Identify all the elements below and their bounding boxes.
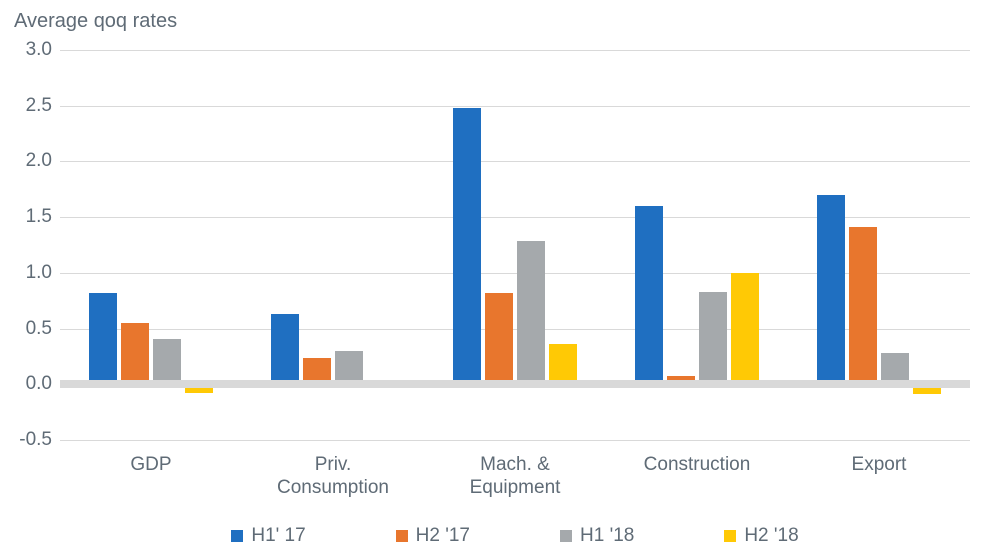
x-tick-label: Construction (606, 454, 788, 477)
legend-swatch (231, 530, 243, 542)
y-tick-label: 3.0 (2, 39, 60, 61)
bar (817, 195, 845, 380)
y-tick-label: 2.0 (2, 150, 60, 172)
legend-label: H1 '18 (580, 525, 634, 547)
y-tick-label: -0.5 (2, 429, 60, 451)
bar (635, 206, 663, 380)
bar (849, 227, 877, 380)
y-tick-label: 1.0 (2, 262, 60, 284)
gridline (60, 50, 970, 51)
qoq-rates-chart: Average qoq rates -0.50.00.51.01.52.02.5… (0, 0, 991, 559)
gridline (60, 106, 970, 107)
bar (335, 351, 363, 380)
x-tick-label: GDP (60, 454, 242, 477)
bar (89, 293, 117, 380)
legend: H1' 17 H2 '17 H1 '18 H2 '18 (60, 525, 970, 547)
legend-swatch (724, 530, 736, 542)
x-tick-label: Priv.Consumption (242, 454, 424, 500)
legend-item: H2 '17 (396, 525, 470, 547)
bar (881, 353, 909, 380)
chart-title: Average qoq rates (14, 10, 177, 33)
legend-item: H1 '18 (560, 525, 634, 547)
x-tick-label: Export (788, 454, 970, 477)
legend-swatch (396, 530, 408, 542)
legend-label: H2 '17 (416, 525, 470, 547)
bar (731, 273, 759, 380)
bar (303, 358, 331, 381)
bar (913, 388, 941, 394)
y-tick-label: 1.5 (2, 206, 60, 228)
legend-item: H2 '18 (724, 525, 798, 547)
x-tick-label: Mach. &Equipment (424, 454, 606, 500)
bar (549, 344, 577, 380)
legend-item: H1' 17 (231, 525, 305, 547)
gridline (60, 161, 970, 162)
bar (271, 314, 299, 380)
plot-area: -0.50.00.51.01.52.02.53.0 (60, 50, 970, 440)
y-tick-label: 0.5 (2, 318, 60, 340)
y-tick-label: 0.0 (2, 373, 60, 395)
legend-swatch (560, 530, 572, 542)
bar (153, 339, 181, 381)
bar (453, 108, 481, 380)
bar (485, 293, 513, 380)
bar (517, 241, 545, 381)
bar (667, 376, 695, 380)
gridline (60, 440, 970, 441)
y-tick-label: 2.5 (2, 95, 60, 117)
bar (121, 323, 149, 380)
legend-label: H2 '18 (744, 525, 798, 547)
legend-label: H1' 17 (251, 525, 305, 547)
bar (699, 292, 727, 380)
zero-line (60, 380, 970, 388)
bar (185, 388, 213, 393)
